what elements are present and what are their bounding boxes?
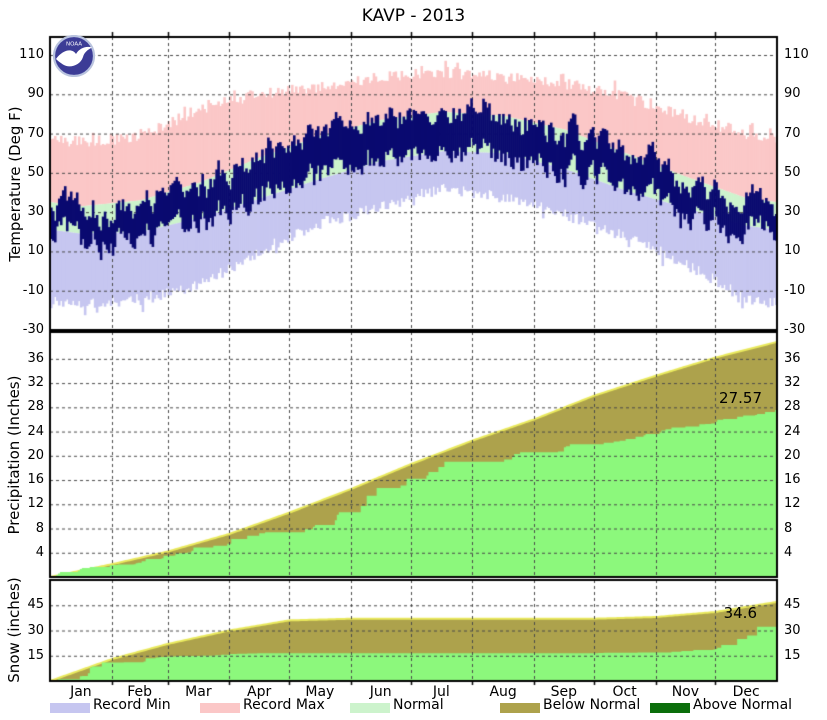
month-label-jul: Jul: [432, 684, 450, 700]
precip-ytick-right-4: 4: [784, 544, 793, 560]
precip-ytick-right-28: 28: [784, 399, 801, 415]
temp-ytick-left-30: 30: [27, 204, 44, 220]
precip-ytick-left-12: 12: [27, 496, 44, 512]
precip-ytick-right-32: 32: [784, 375, 801, 391]
month-label-may: May: [305, 684, 335, 700]
month-label-jun: Jun: [369, 684, 392, 700]
precip-ytick-right-8: 8: [784, 520, 793, 536]
legend-label-normal: Normal: [393, 697, 444, 713]
precip-ytick-left-16: 16: [27, 472, 44, 488]
precipitation-total-annotation: 27.57: [719, 389, 762, 407]
temp-ytick-right--30: -30: [784, 322, 806, 337]
page-title: KAVP - 2013: [361, 6, 466, 26]
legend-label-above-normal: Above Normal: [693, 697, 793, 713]
snow-total-annotation: 34.6: [723, 604, 757, 622]
month-label-nov: Nov: [671, 684, 700, 700]
legend-swatch-record-min: [50, 703, 90, 713]
month-label-dec: Dec: [732, 684, 760, 700]
legend-label-below-normal: Below Normal: [543, 697, 641, 713]
noaa-logo: NOAA: [53, 35, 95, 77]
temp-ytick-right-90: 90: [784, 86, 801, 102]
precip-ytick-left-36: 36: [27, 350, 44, 366]
temp-ytick-right-30: 30: [784, 204, 801, 220]
temp-ytick-right-50: 50: [784, 164, 801, 180]
temp-ytick-left-90: 90: [27, 86, 44, 102]
precip-ytick-left-24: 24: [27, 423, 44, 439]
month-label-sep: Sep: [550, 684, 578, 700]
snow-ytick-left-15: 15: [27, 647, 44, 663]
temp-ytick-left-110: 110: [19, 47, 44, 62]
temp-ytick-right-110: 110: [784, 47, 809, 62]
precip-ytick-right-24: 24: [784, 423, 801, 439]
precip-ytick-left-32: 32: [27, 375, 44, 391]
month-label-mar: Mar: [185, 684, 212, 700]
snow-ytick-left-45: 45: [27, 597, 44, 613]
legend-swatch-normal: [350, 703, 390, 713]
legend-label-record-min: Record Min: [93, 697, 171, 713]
legend-swatch-below-normal: [500, 703, 540, 713]
precip-ytick-right-12: 12: [784, 496, 801, 512]
temp-ytick-left--10: -10: [22, 282, 44, 298]
month-label-jan: Jan: [70, 684, 92, 700]
temp-ytick-right-10: 10: [784, 243, 801, 259]
legend-swatch-record-max: [200, 703, 240, 713]
temp-ytick-right--10: -10: [784, 282, 806, 298]
precip-ytick-right-16: 16: [784, 472, 801, 488]
precip-ytick-left-8: 8: [35, 520, 44, 536]
snow-ytick-right-30: 30: [784, 622, 801, 638]
temp-ytick-left-50: 50: [27, 164, 44, 180]
snow-ytick-right-15: 15: [784, 647, 801, 663]
legend-label-record-max: Record Max: [243, 697, 325, 713]
noaa-logo-text: NOAA: [66, 42, 82, 48]
month-label-oct: Oct: [612, 684, 637, 700]
precip-ytick-right-36: 36: [784, 350, 801, 366]
temp-ytick-left--30: -30: [22, 322, 44, 337]
precip-ytick-left-4: 4: [35, 544, 44, 560]
precip-ytick-right-20: 20: [784, 447, 801, 463]
legend-swatch-above-normal: [650, 703, 690, 713]
temp-ytick-right-70: 70: [784, 125, 801, 141]
snow-ytick-right-45: 45: [784, 597, 801, 613]
snow-ytick-left-30: 30: [27, 622, 44, 638]
temp-ytick-left-70: 70: [27, 125, 44, 141]
precip-ytick-left-20: 20: [27, 447, 44, 463]
month-label-feb: Feb: [127, 684, 153, 700]
precip-ytick-left-28: 28: [27, 399, 44, 415]
month-label-aug: Aug: [489, 684, 517, 700]
temp-ytick-left-10: 10: [27, 243, 44, 259]
month-label-apr: Apr: [247, 684, 272, 700]
